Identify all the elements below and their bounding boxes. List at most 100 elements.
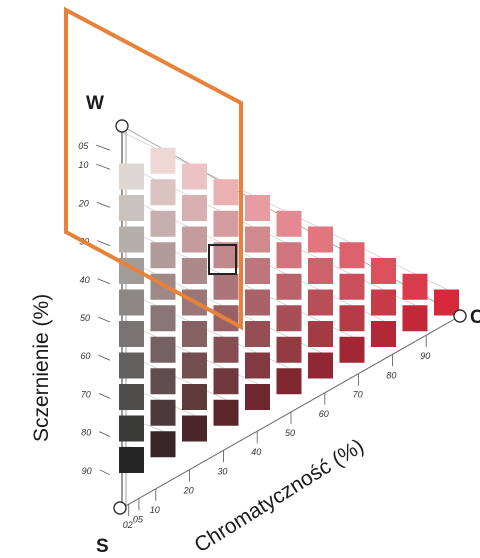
color-swatch: [119, 163, 144, 190]
color-swatch: [245, 226, 270, 253]
color-swatch: [308, 289, 333, 316]
blackness-tick-label: 10: [78, 160, 88, 170]
blackness-tick-label: 05: [78, 141, 89, 151]
blackness-tick-label: 70: [81, 389, 91, 399]
chromaticity-tick-label: 20: [183, 486, 194, 496]
color-swatch: [182, 195, 207, 221]
color-swatch: [119, 226, 144, 253]
color-swatch: [150, 210, 176, 237]
blackness-tick-mark: [97, 278, 111, 285]
chromaticity-tick-label: 30: [217, 466, 227, 476]
highlight-plane: [64, 6, 243, 331]
swatch-grid: [119, 147, 459, 473]
black-corner-label: S: [96, 536, 109, 557]
blackness-tick-mark: [96, 163, 111, 170]
color-swatch: [339, 242, 365, 269]
chromaticity-tick-label: 50: [285, 428, 295, 438]
color-swatch: [371, 258, 396, 284]
blackness-tick-label: 90: [82, 466, 92, 476]
color-swatch: [119, 289, 144, 316]
color-swatch: [150, 305, 176, 332]
selected-swatch-outline: [208, 244, 237, 275]
chromaticity-tick-label: 60: [319, 409, 329, 419]
color-swatch: [150, 399, 176, 426]
white-corner-label: W: [86, 93, 104, 114]
color-swatch: [213, 368, 239, 395]
blackness-tick-label: 40: [80, 275, 90, 285]
chromaticity-tick-label: 80: [386, 370, 396, 380]
color-swatch: [308, 258, 333, 284]
chromaticity-tick-label: 10: [150, 505, 160, 515]
chromaticity-tick-label: 90: [420, 351, 430, 361]
color-swatch: [150, 368, 176, 395]
blackness-tick-mark: [98, 354, 111, 361]
color-swatch: [119, 352, 144, 379]
color-swatch: [213, 336, 239, 363]
color-swatch: [213, 210, 239, 237]
blackness-tick-label: 20: [78, 198, 89, 208]
color-swatch: [276, 210, 302, 237]
color-swatch: [119, 415, 144, 442]
color-swatch: [213, 399, 239, 426]
color-corner-marker: [453, 309, 467, 323]
color-swatch: [150, 336, 176, 363]
color-swatch: [339, 273, 365, 300]
blackness-axis-title: Sczernienie (%): [30, 294, 53, 442]
color-swatch: [245, 352, 270, 379]
color-swatch: [245, 384, 270, 410]
color-swatch: [119, 195, 144, 221]
color-swatch: [308, 226, 333, 253]
color-swatch: [402, 273, 428, 300]
color-swatch: [182, 258, 207, 284]
color-swatch: [182, 352, 207, 379]
color-swatch: [245, 289, 270, 316]
blackness-tick-mark: [97, 316, 111, 323]
color-swatch: [182, 321, 207, 347]
blackness-tick-label: 50: [80, 313, 90, 323]
color-swatch: [276, 242, 302, 269]
blackness-tick-mark: [99, 469, 111, 476]
color-swatch: [276, 273, 302, 300]
color-swatch: [434, 289, 459, 316]
color-swatch: [339, 336, 365, 363]
color-swatch: [150, 242, 176, 269]
color-swatch: [182, 226, 207, 253]
color-swatch: [182, 163, 207, 190]
color-swatch: [213, 273, 239, 300]
color-swatch: [182, 384, 207, 410]
color-swatch: [276, 368, 302, 395]
color-swatch: [276, 336, 302, 363]
color-swatch: [119, 321, 144, 347]
chromaticity-tick-label: 70: [353, 390, 363, 400]
blackness-tick-mark: [98, 393, 111, 399]
blackness-tick-label: 80: [81, 428, 91, 438]
white-corner-marker: [115, 119, 129, 133]
color-swatch: [119, 384, 144, 410]
black-corner-marker: [113, 501, 127, 515]
chromaticity-tick-label: 40: [251, 447, 261, 457]
color-swatch: [308, 321, 333, 347]
color-swatch: [276, 305, 302, 332]
chromaticity-axis-title: Chromatyczność (%): [190, 434, 367, 557]
blackness-tick-mark: [96, 202, 111, 208]
color-swatch: [150, 147, 176, 174]
color-swatch: [371, 289, 396, 316]
color-corner-label: C: [470, 307, 480, 328]
color-swatch: [213, 179, 239, 206]
chromaticity-tick-label: 05: [133, 514, 144, 524]
blackness-tick-mark: [97, 240, 111, 246]
color-swatch: [308, 352, 333, 379]
color-swatch: [339, 305, 365, 332]
color-swatch: [245, 321, 270, 347]
color-swatch: [245, 258, 270, 284]
color-swatch: [402, 305, 428, 332]
chromaticity-tick-label: 02: [123, 520, 133, 530]
color-swatch: [119, 447, 144, 473]
color-swatch: [150, 431, 176, 458]
blackness-tick-mark: [99, 431, 111, 437]
color-swatch: [213, 242, 239, 269]
color-swatch: [150, 179, 176, 206]
blackness-tick-mark: [96, 144, 111, 151]
